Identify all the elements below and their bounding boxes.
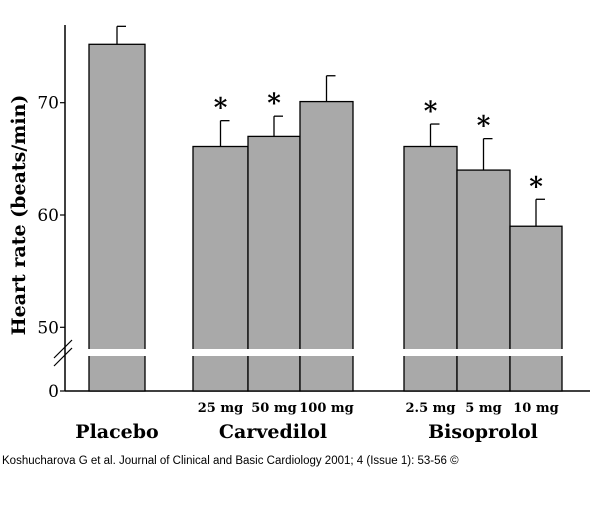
bars: * * * * * bbox=[75, 25, 585, 392]
bar bbox=[247, 135, 301, 392]
labels: Placebo 25 mg 50 mg 100 mg Carvedilol 2.5 mg 5… bbox=[75, 401, 558, 443]
dose-label: 100 mg bbox=[299, 401, 354, 416]
y-tick-label: 50 bbox=[37, 318, 59, 338]
y-tick-label: 0 bbox=[48, 382, 59, 402]
significance-marker: * bbox=[267, 89, 281, 119]
dose-label: 2.5 mg bbox=[406, 401, 456, 416]
group-label: Bisoprolol bbox=[428, 421, 538, 443]
y-tick-label: 70 bbox=[37, 94, 59, 114]
bar bbox=[88, 43, 146, 392]
bar bbox=[456, 169, 511, 392]
y-tick-label: 60 bbox=[37, 206, 59, 226]
y-axis-label: Heart rate (beats/min) bbox=[8, 95, 30, 336]
dose-label: 5 mg bbox=[465, 401, 501, 416]
group-label: Carvedilol bbox=[219, 421, 327, 443]
dose-label: 25 mg bbox=[198, 401, 243, 416]
significance-marker: * bbox=[477, 112, 491, 142]
axes: 0 50 60 70 bbox=[37, 25, 590, 402]
dose-label: 10 mg bbox=[513, 401, 558, 416]
group-label: Placebo bbox=[75, 421, 158, 443]
axis-break-mark bbox=[53, 339, 73, 359]
significance-marker: * bbox=[424, 97, 438, 127]
significance-marker: * bbox=[529, 172, 543, 202]
citation-caption: Koshucharova G et al. Journal of Clinica… bbox=[2, 455, 459, 467]
bar bbox=[509, 225, 563, 392]
dose-label: 50 mg bbox=[251, 401, 296, 416]
significance-marker: * bbox=[214, 94, 228, 124]
axis-break-band bbox=[75, 349, 585, 356]
axis-break-mark bbox=[53, 347, 73, 367]
bar bbox=[299, 100, 354, 392]
